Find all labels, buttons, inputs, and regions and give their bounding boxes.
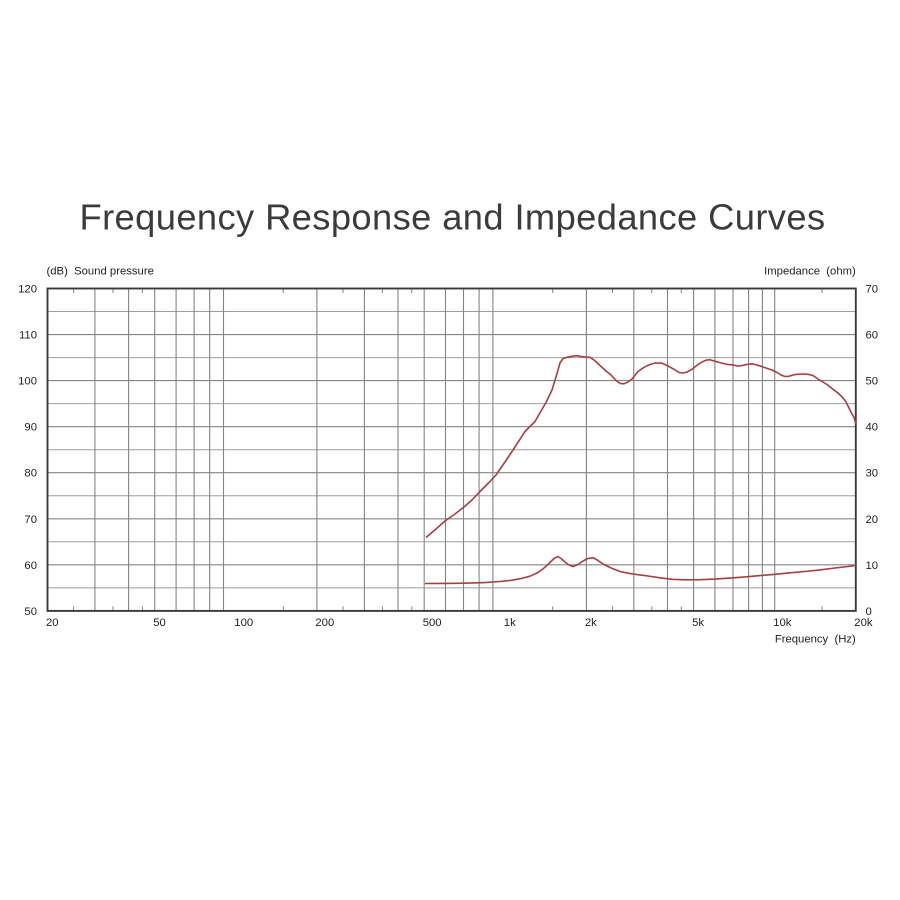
- svg-text:50: 50: [153, 617, 166, 629]
- svg-text:60: 60: [24, 560, 37, 572]
- svg-text:(dB) Sound pressure: (dB) Sound pressure: [47, 266, 154, 278]
- svg-text:10: 10: [866, 560, 879, 572]
- svg-text:1k: 1k: [504, 617, 516, 629]
- svg-text:110: 110: [19, 330, 37, 342]
- svg-text:200: 200: [315, 617, 334, 629]
- svg-text:0: 0: [866, 606, 872, 618]
- svg-text:120: 120: [18, 284, 37, 296]
- svg-text:50: 50: [24, 606, 37, 618]
- svg-text:30: 30: [866, 468, 879, 480]
- svg-text:60: 60: [866, 330, 879, 342]
- svg-text:2k: 2k: [585, 617, 597, 629]
- svg-text:10k: 10k: [773, 617, 792, 629]
- svg-text:Frequency Response and Impedan: Frequency Response and Impedance Curves: [80, 197, 826, 238]
- svg-text:20k: 20k: [854, 617, 873, 629]
- svg-text:70: 70: [24, 514, 37, 526]
- svg-text:90: 90: [24, 422, 37, 434]
- svg-text:100: 100: [234, 617, 253, 629]
- svg-text:70: 70: [866, 284, 879, 296]
- svg-text:20: 20: [866, 514, 879, 526]
- svg-text:40: 40: [866, 422, 879, 434]
- svg-text:80: 80: [24, 468, 37, 480]
- svg-text:100: 100: [18, 376, 37, 388]
- svg-text:Frequency (Hz): Frequency (Hz): [775, 634, 856, 646]
- svg-text:Impedance (ohm): Impedance (ohm): [764, 266, 856, 278]
- svg-text:5k: 5k: [692, 617, 704, 629]
- svg-text:20: 20: [46, 617, 59, 629]
- svg-text:500: 500: [423, 617, 442, 629]
- svg-text:50: 50: [866, 376, 879, 388]
